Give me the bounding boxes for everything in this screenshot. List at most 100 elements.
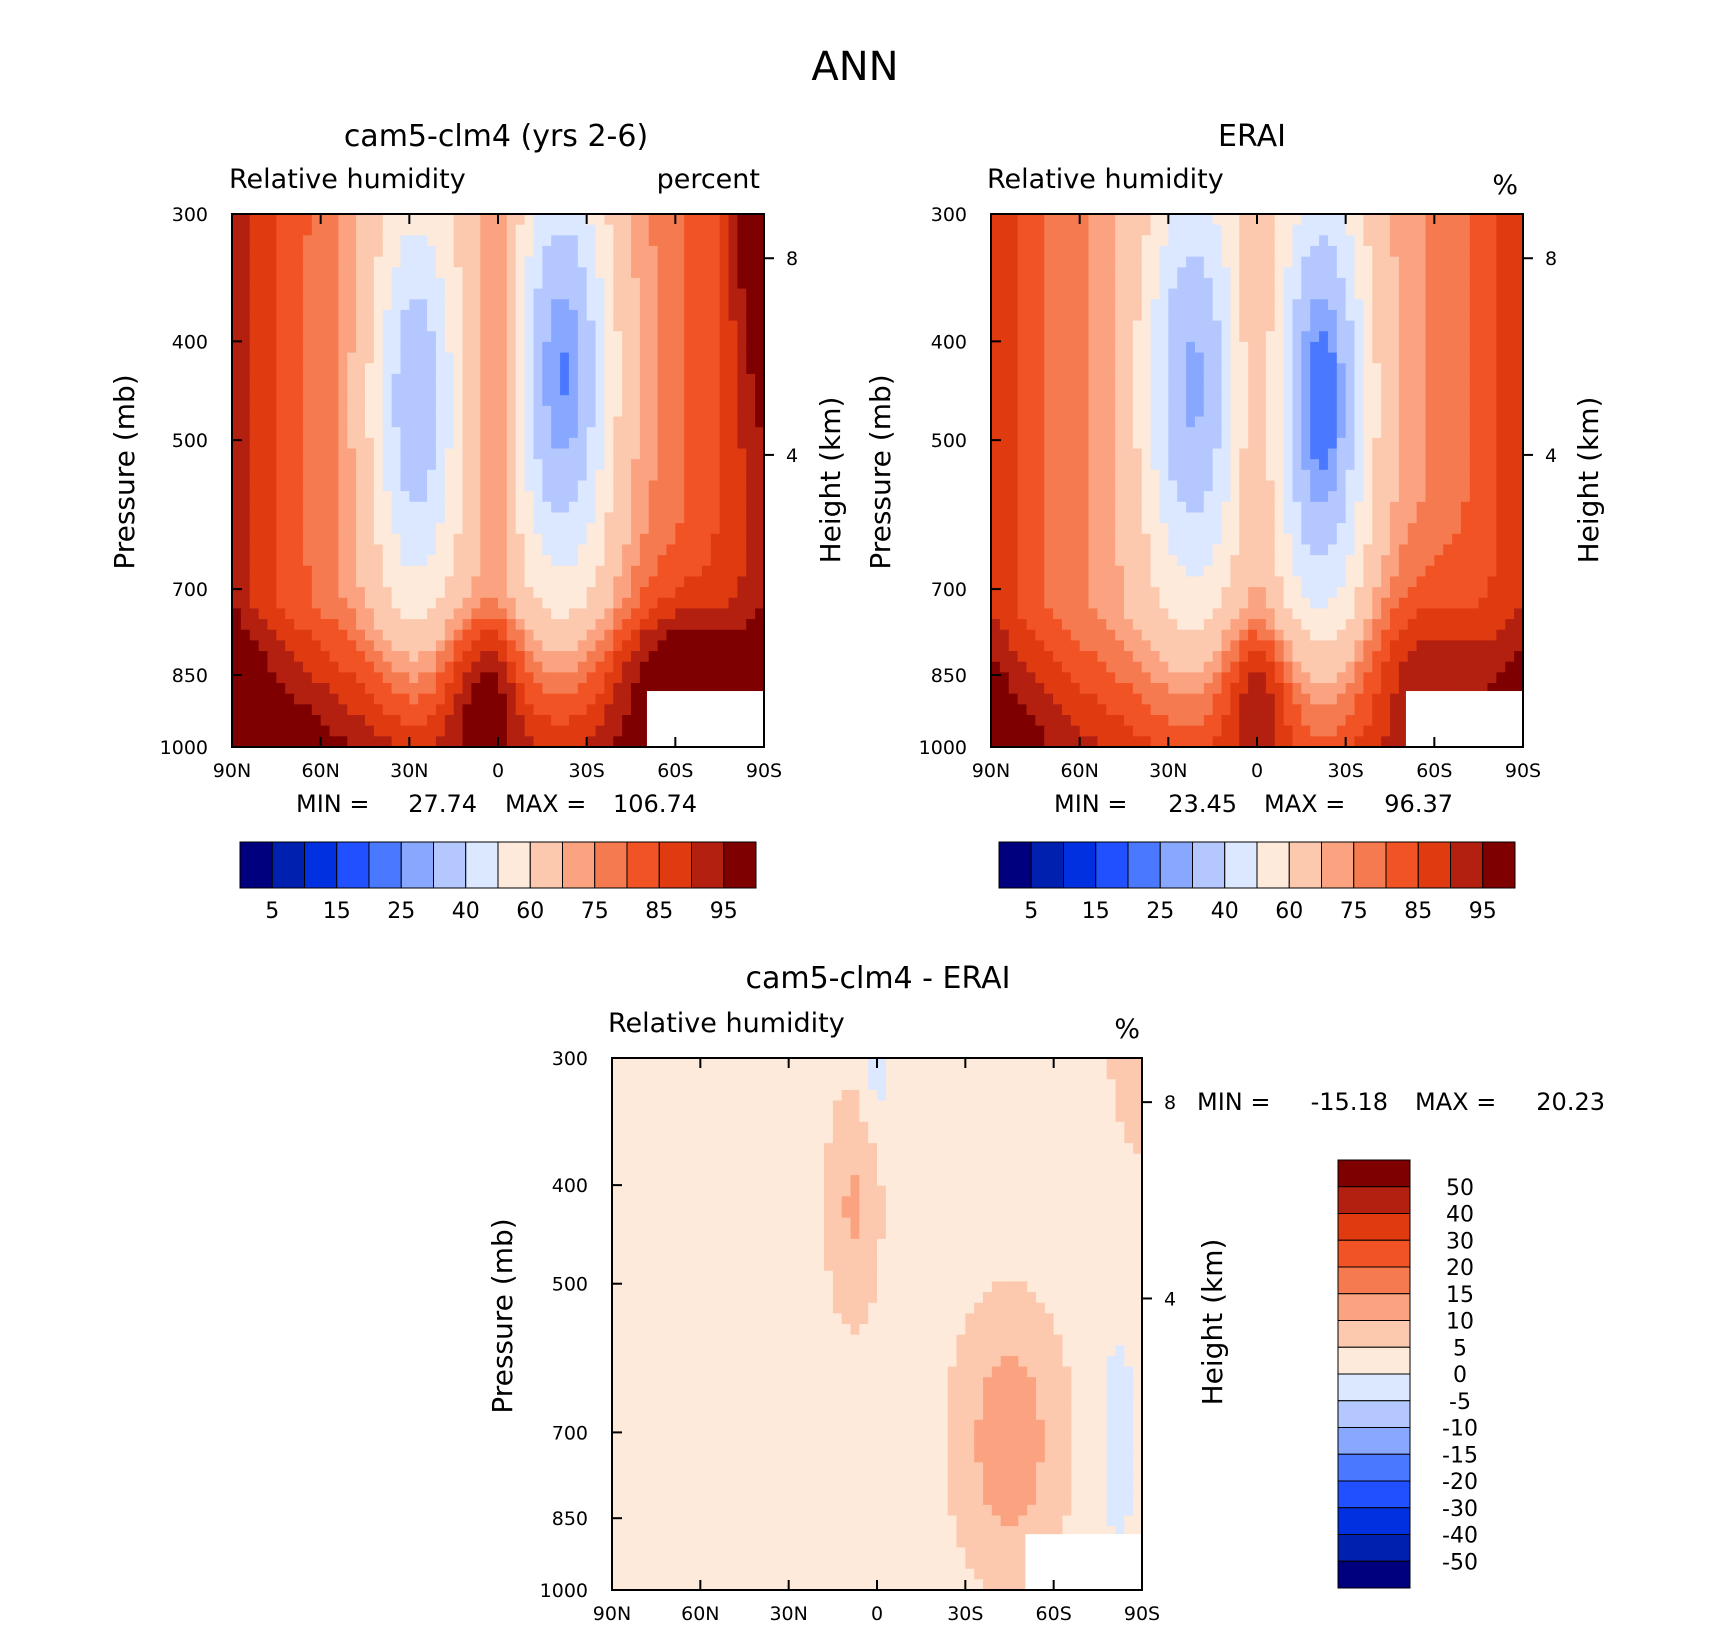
heatmap-cell (1345, 309, 1356, 322)
heatmap-cell (329, 565, 339, 578)
heatmap-cell (1159, 501, 1169, 514)
heatmap-cell (1478, 341, 1489, 354)
heatmap-cell (746, 277, 756, 290)
heatmap-cell (1221, 214, 1231, 226)
heatmap-cell (391, 235, 402, 247)
heatmap-cell (498, 576, 508, 588)
heatmap-cell (613, 651, 623, 663)
heatmap-cell (551, 736, 561, 748)
heatmap-cell (258, 683, 269, 695)
heatmap-cell (1124, 320, 1134, 332)
heatmap-cell (1168, 309, 1178, 322)
heatmap-cell (444, 277, 455, 290)
heatmap-cell (701, 555, 712, 567)
heatmap-cell (444, 256, 455, 268)
heatmap-cell (453, 277, 464, 290)
heatmap-cell (542, 608, 552, 620)
heatmap-cell (1443, 277, 1453, 290)
heatmap-cell (728, 587, 738, 599)
heatmap-cell (498, 512, 508, 524)
heatmap-cell (515, 288, 526, 300)
heatmap-cell (382, 576, 393, 588)
heatmap-cell (1194, 480, 1205, 492)
heatmap-cell (347, 235, 357, 247)
heatmap-cell (1452, 320, 1462, 332)
heatmap-cell (1381, 299, 1391, 311)
heatmap-cell (648, 448, 659, 460)
heatmap-cell (356, 480, 366, 492)
heatmap-cell (1008, 512, 1019, 524)
heatmap-cell (285, 235, 295, 247)
heatmap-cell (232, 480, 242, 492)
heatmap-cell (1336, 395, 1347, 407)
heatmap-cell (560, 491, 570, 503)
heatmap-cell (1035, 224, 1045, 236)
heatmap-cell (1230, 480, 1240, 492)
heatmap-cell (666, 491, 676, 503)
heatmap-cell (435, 288, 446, 300)
heatmap-cell (471, 619, 481, 631)
heatmap-cell (1035, 373, 1045, 386)
heatmap-cell (1372, 245, 1382, 258)
heatmap-cell (755, 299, 765, 311)
heatmap-cell (719, 501, 730, 514)
heatmap-cell (249, 395, 260, 407)
heatmap-cell (1336, 224, 1347, 236)
heatmap-cell (391, 629, 402, 641)
heatmap-cell (515, 683, 526, 695)
heatmap-cell (382, 256, 393, 268)
heatmap-cell (1203, 427, 1214, 439)
heatmap-cell (1194, 320, 1205, 332)
heatmap-cell (1257, 533, 1267, 546)
heatmap-cell (577, 715, 588, 727)
heatmap-cell (365, 501, 375, 514)
heatmap-cell (1301, 448, 1311, 460)
heatmap-cell (347, 309, 357, 322)
heatmap-cell (1168, 363, 1178, 375)
heatmap-cell (462, 245, 472, 258)
heatmap-cell (1381, 469, 1391, 482)
heatmap-cell (728, 320, 738, 332)
heatmap-cell (551, 651, 561, 663)
heatmap-cell (1310, 373, 1320, 386)
heatmap-cell (1248, 427, 1258, 439)
heatmap-cell (258, 736, 269, 748)
heatmap-cell (710, 501, 721, 514)
heatmap-cell (356, 320, 366, 332)
heatmap-cell (1132, 224, 1143, 236)
heatmap-cell (489, 597, 499, 610)
heatmap-cell (302, 363, 313, 375)
heatmap-cell (1177, 491, 1187, 503)
heatmap-cell (373, 416, 384, 428)
heatmap-cell (1248, 523, 1258, 535)
heatmap-cell (1017, 256, 1028, 268)
heatmap-cell (1505, 384, 1515, 396)
heatmap-cell (746, 267, 756, 279)
heatmap-cell (1469, 501, 1480, 514)
heatmap-cell (542, 448, 552, 460)
heatmap-cell (267, 619, 277, 631)
heatmap-cell (1416, 309, 1427, 322)
heatmap-cell (382, 235, 393, 247)
heatmap-cell (515, 469, 526, 482)
heatmap-cell (524, 725, 535, 737)
heatmap-cell (622, 267, 632, 279)
heatmap-cell (320, 427, 331, 439)
heatmap-cell (1221, 235, 1231, 247)
heatmap-cell (356, 469, 366, 482)
panel-model-max-value: 106.74 (613, 790, 697, 818)
heatmap-cell (631, 224, 641, 236)
heatmap-cell (1070, 373, 1081, 386)
heatmap-cell (1363, 523, 1373, 535)
heatmap-cell (1301, 512, 1311, 524)
heatmap-cell (542, 672, 552, 684)
heatmap-cell (613, 395, 623, 407)
heatmap-cell (710, 341, 721, 354)
heatmap-cell (1319, 491, 1329, 503)
heatmap-cell (249, 693, 260, 705)
heatmap-cell (1061, 523, 1072, 535)
heatmap-cell (232, 416, 242, 428)
heatmap-cell (693, 640, 703, 652)
heatmap-cell (622, 683, 632, 695)
heatmap-cell (311, 555, 322, 567)
